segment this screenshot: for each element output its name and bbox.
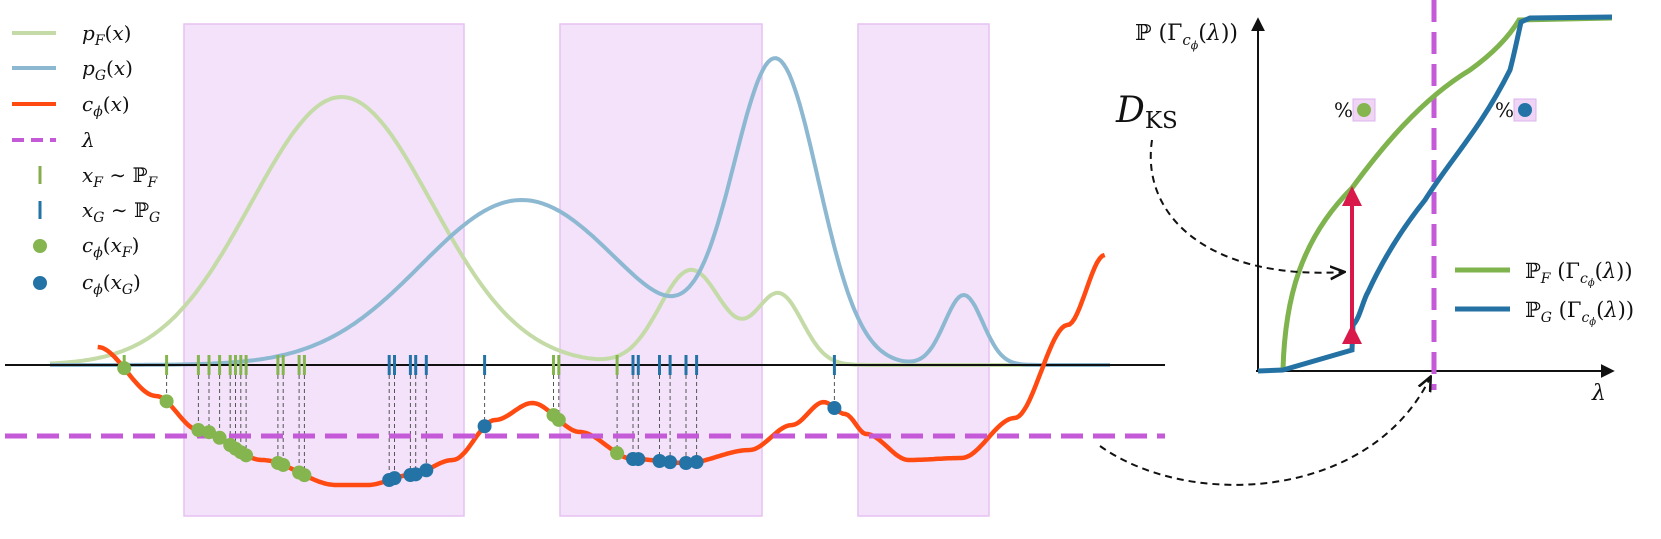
legend-item-samples-F: xF ∼ ℙF [38, 163, 159, 191]
percent-G-dot [1518, 103, 1532, 117]
cdf-legend-label-F: ℙF (Γcϕ(λ)) [1525, 259, 1633, 289]
cost-curve [97, 252, 1106, 488]
cdf-y-label: ℙ (Γcϕ(λ)) [1135, 21, 1238, 52]
cost-sample-dots [117, 361, 842, 487]
cdf-legend-item-F: ℙF (Γcϕ(λ)) [1455, 259, 1633, 289]
legend-label-lambda: λ [81, 128, 95, 152]
percent-F-dot [1357, 103, 1371, 117]
ks-label: DKS [1115, 90, 1178, 134]
legend-label-cost: cϕ(x) [82, 92, 130, 120]
threshold-region-2 [559, 23, 763, 517]
cdf-panel: ℙ (Γcϕ(λ)) λ DKS % % ℙF (Γcϕ(λ)) ℙG (Γcϕ… [1115, 0, 1634, 406]
samples-F-ticks [122, 355, 619, 375]
legend-item-pF: pF(x) [12, 21, 131, 49]
cost-dot-G-3 [408, 467, 423, 482]
ks-pointer-arrow [1149, 139, 1343, 273]
legend-label-cost-G: cϕ(xG) [82, 270, 141, 298]
percent-F-marker: % [1334, 98, 1376, 122]
percent-G-label: % [1495, 98, 1514, 122]
legend-item-lambda: λ [12, 128, 95, 152]
legend: pF(x) pG(x) cϕ(x) λ xF ∼ ℙF xG ∼ ℙG cϕ(x… [12, 21, 160, 298]
legend-item-cost-F: cϕ(xF) [33, 233, 139, 261]
legend-swatch-cost-G [33, 276, 47, 290]
cdf-x-label: λ [1591, 381, 1606, 406]
cost-dot-G-9 [663, 455, 678, 470]
samples-G-ticks [387, 355, 836, 375]
percent-F-label: % [1334, 98, 1353, 122]
cost-dot-G-5 [477, 419, 492, 434]
legend-label-samples-F: xF ∼ ℙF [82, 163, 159, 191]
cost-dot-F-3 [202, 425, 216, 440]
cdf-curve-F [1280, 15, 1613, 370]
legend-label-pF: pF(x) [82, 21, 131, 49]
cost-dot-F-2 [191, 423, 206, 437]
cost-dot-F-15 [610, 446, 625, 461]
cost-dot-F-1 [159, 394, 174, 409]
threshold-region-3 [857, 23, 990, 517]
connector-arrow-lambda [1099, 378, 1430, 486]
cdf-legend: ℙF (Γcϕ(λ)) ℙG (Γcϕ(λ)) [1455, 259, 1634, 328]
cost-dot-F-0 [117, 361, 132, 376]
cost-dot-G-11 [689, 455, 704, 470]
cost-dot-G-7 [631, 452, 646, 467]
cost-dot-G-10 [679, 456, 693, 470]
cost-dot-F-4 [212, 430, 227, 445]
cost-dot-F-8 [239, 448, 254, 463]
cost-dot-G-12 [827, 401, 842, 415]
legend-item-samples-G: xG ∼ ℙG [38, 198, 160, 226]
cost-dot-F-10 [276, 457, 291, 472]
cost-dot-G-8 [652, 454, 667, 468]
cdf-curve-G [1257, 14, 1613, 374]
legend-item-pG: pG(x) [12, 56, 133, 84]
cdf-legend-item-G: ℙG (Γcϕ(λ)) [1455, 298, 1634, 328]
percent-G-marker: % [1495, 98, 1537, 122]
threshold-regions [183, 23, 990, 517]
sample-drop-lines [123, 368, 835, 480]
density-curve-pG [50, 56, 1110, 367]
cost-dot-G-1 [387, 471, 402, 486]
legend-label-pG: pG(x) [82, 56, 133, 84]
legend-swatch-cost-F [33, 239, 47, 253]
left-panel [5, 23, 1165, 517]
legend-label-cost-F: cϕ(xF) [82, 233, 139, 261]
legend-item-cost: cϕ(x) [12, 92, 130, 120]
legend-item-cost-G: cϕ(xG) [33, 270, 141, 298]
legend-label-samples-G: xG ∼ ℙG [82, 198, 160, 226]
cost-dot-G-4 [419, 463, 434, 478]
cost-dot-F-14 [551, 412, 566, 427]
cdf-legend-label-G: ℙG (Γcϕ(λ)) [1525, 298, 1634, 328]
cost-dot-F-12 [297, 468, 312, 483]
